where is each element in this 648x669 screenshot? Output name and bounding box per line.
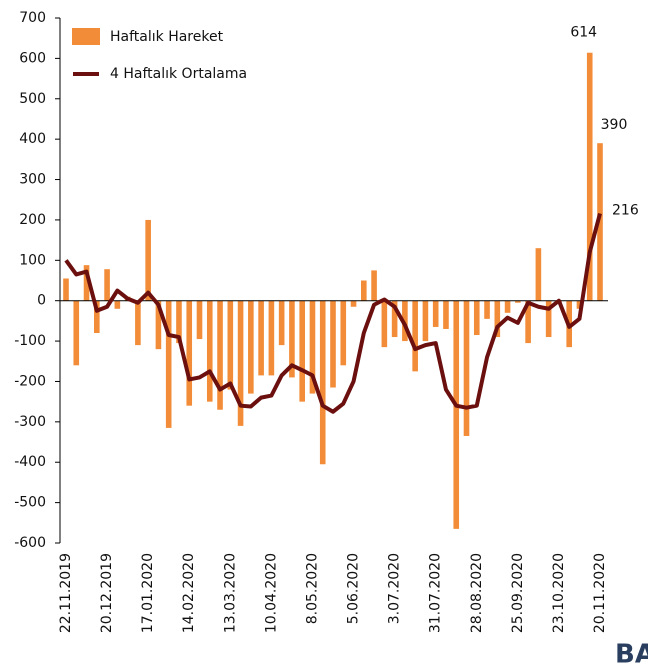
bar [83, 265, 90, 301]
y-tick-label: 200 [19, 212, 46, 228]
y-tick-label: 100 [19, 252, 46, 268]
bar [104, 269, 110, 301]
bar [597, 143, 603, 301]
bar [463, 300, 470, 436]
data-label: 216 [612, 202, 639, 218]
bar [165, 300, 172, 428]
bar [73, 300, 80, 366]
y-tick-label: 300 [19, 172, 46, 188]
y-tick-label: -600 [14, 535, 46, 551]
bar [391, 300, 398, 338]
bar [412, 300, 418, 372]
bar [248, 300, 254, 394]
bar [473, 300, 480, 336]
bar [196, 300, 203, 340]
bar [504, 300, 511, 313]
x-tick-label: 13.03.2020 [222, 553, 238, 633]
x-tick-label: 10.04.2020 [263, 553, 279, 633]
y-tick-label: 0 [37, 293, 46, 309]
bar [432, 300, 439, 327]
bar [586, 52, 593, 301]
x-tick-label: 3.07.2020 [387, 553, 403, 624]
y-tick-label: 500 [19, 91, 46, 107]
legend-label: Haftalık Hareket [110, 29, 224, 45]
bar [237, 300, 244, 426]
bar [155, 300, 162, 350]
bar [515, 300, 521, 303]
bar [350, 300, 357, 307]
bar [114, 300, 121, 309]
y-tick-label: -100 [14, 333, 46, 349]
bar [289, 300, 295, 378]
bar [535, 248, 542, 301]
bar [453, 300, 460, 529]
bar [135, 300, 141, 346]
y-tick-label: -500 [14, 495, 46, 511]
data-label: 390 [601, 117, 628, 133]
x-tick-label: 17.01.2020 [140, 553, 156, 633]
bar [443, 300, 449, 329]
bar [525, 300, 531, 344]
bar [176, 300, 182, 344]
bar [381, 300, 388, 348]
bar [145, 219, 151, 301]
bar [545, 300, 552, 338]
legend-label: 4 Haftalık Ortalama [110, 66, 247, 82]
y-tick-label: 400 [19, 131, 46, 147]
y-tick-label: -200 [14, 373, 46, 389]
bar [371, 270, 377, 301]
x-tick-label: 22.11.2019 [58, 553, 74, 633]
bar [484, 300, 490, 319]
x-tick-label: 28.08.2020 [469, 553, 485, 633]
bar [422, 300, 429, 342]
x-tick-label: 23.10.2020 [551, 553, 567, 633]
bar [227, 300, 234, 390]
bar [361, 280, 367, 301]
bar [217, 300, 223, 410]
y-tick-label: -300 [14, 414, 46, 430]
bar [268, 300, 275, 376]
bar [258, 300, 264, 376]
logo: BA [615, 640, 648, 669]
bar [63, 278, 69, 301]
bar [206, 300, 213, 402]
bar [309, 300, 316, 394]
y-tick-label: -400 [14, 454, 46, 470]
bar [94, 300, 100, 333]
x-tick-label: 8.05.2020 [304, 553, 320, 624]
data-label: 614 [570, 25, 597, 41]
bar [340, 300, 347, 366]
x-tick-label: 5.06.2020 [346, 553, 362, 624]
bar [330, 300, 336, 388]
bar [186, 300, 193, 406]
bar [319, 300, 326, 465]
bar [299, 300, 305, 402]
x-tick-label: 25.09.2020 [510, 553, 526, 633]
y-tick-label: 600 [19, 50, 46, 66]
bar [278, 300, 285, 346]
bar [494, 300, 501, 338]
x-tick-label: 14.02.2020 [181, 553, 197, 633]
legend-swatch [72, 28, 100, 45]
bar [576, 300, 583, 309]
y-tick-label: 700 [19, 10, 46, 26]
x-tick-label: 20.11.2020 [592, 553, 608, 633]
x-tick-label: 20.12.2019 [99, 553, 115, 633]
line [64, 212, 602, 414]
x-tick-label: 31.07.2020 [428, 553, 444, 633]
